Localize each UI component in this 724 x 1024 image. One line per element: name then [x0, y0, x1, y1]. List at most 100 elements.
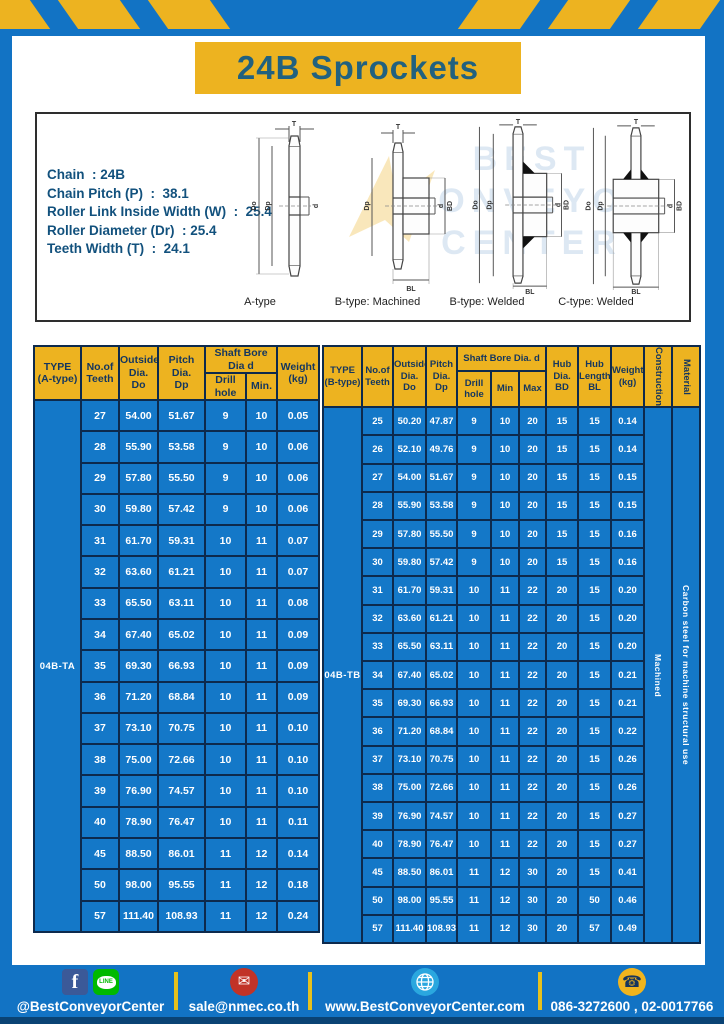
- table-cell: 45: [361, 857, 394, 888]
- col-header-hub-dia: Hub Dia. BD: [545, 344, 580, 409]
- col-header-pitch-dia: Pitch Dia. Dp: [157, 345, 206, 401]
- table-cell: 63.11: [425, 631, 458, 662]
- col-header-weight: Weight (kg): [610, 344, 646, 409]
- diagram-b-type-welded: T Do Dp d BD BL: [472, 119, 569, 294]
- dim-label-dp: Dp: [597, 201, 604, 210]
- table-cell: 10: [490, 490, 520, 521]
- table-cell: 10: [245, 430, 278, 464]
- table-cell: 40: [80, 805, 120, 839]
- table-cell: 74.57: [157, 774, 206, 808]
- table-cell: 71.20: [118, 680, 159, 714]
- table-cell: 22: [517, 716, 548, 747]
- table-cell: 10: [204, 586, 247, 620]
- table-row: 31 61.70 59.31 10 11 22 20 15 0.20: [323, 575, 700, 606]
- table-row: 29 57.80 55.50 9 10 20 15 15 0.16: [323, 518, 700, 550]
- table-cell: 0.14: [276, 836, 320, 871]
- table-cell: 68.84: [425, 716, 458, 747]
- table-cell: 10: [204, 680, 247, 714]
- table-cell: 45: [80, 836, 120, 871]
- table-cell: 0.10: [276, 743, 320, 777]
- table-cell: 15: [577, 462, 613, 493]
- col-header-min: Min: [490, 369, 520, 409]
- decorative-stripe: [457, 0, 541, 29]
- table-cell: 59.31: [157, 524, 206, 558]
- table-cell: 9: [204, 492, 247, 527]
- table-cell: 34: [361, 659, 394, 691]
- table-cell: 11: [245, 774, 278, 808]
- table-cell: 111.40: [392, 913, 427, 945]
- table-cell: 12: [490, 857, 520, 888]
- table-cell: 66.93: [425, 688, 458, 719]
- table-row: 38 75.00 72.66 10 11 0.10: [34, 743, 320, 777]
- table-cell: 12: [245, 836, 278, 871]
- table-cell: 10: [490, 462, 520, 493]
- table-row: 40 78.90 76.47 10 11 0.11: [34, 805, 320, 839]
- table-row: 33 65.50 63.11 10 11 22 20 15 0.20: [323, 631, 700, 662]
- table-cell: 0.07: [276, 555, 320, 589]
- footer-email-section: ✉ sale@nmec.co.th: [182, 967, 306, 1017]
- table-cell: 15: [577, 631, 613, 662]
- spec-list: Chain : 24B Chain Pitch (P) : 38.1 Rolle…: [47, 166, 272, 259]
- table-cell: 9: [456, 490, 492, 521]
- table-cell: 20: [517, 518, 548, 550]
- table-cell: 28: [80, 430, 120, 464]
- table-cell: 0.20: [610, 603, 646, 634]
- table-cell: 0.27: [610, 800, 646, 832]
- facebook-icon: f: [62, 969, 88, 995]
- table-cell: 10: [456, 829, 492, 860]
- table-cell: 20: [517, 406, 548, 437]
- dim-label-bl: BL: [406, 286, 416, 293]
- table-cell: 50: [577, 885, 613, 916]
- table-cell: 10: [456, 772, 492, 803]
- table-cell: 0.09: [276, 649, 320, 683]
- table-cell: 22: [517, 603, 548, 634]
- table-cell: 47.87: [425, 406, 458, 437]
- table-row: 57 111.40 108.93 11 12 0.24: [34, 899, 320, 933]
- dim-label-bl: BL: [631, 289, 640, 294]
- table-cell: 9: [456, 406, 492, 437]
- table-row: 34 67.40 65.02 10 11 0.09: [34, 617, 320, 652]
- table-cell: 78.90: [392, 829, 427, 860]
- dim-label-dp: Dp: [265, 201, 272, 210]
- table-cell: 15: [545, 462, 580, 493]
- table-cell: 0.21: [610, 688, 646, 719]
- table-cell: 0.05: [276, 398, 320, 433]
- table-cell: 11: [245, 617, 278, 652]
- table-cell: 27: [361, 462, 394, 493]
- table-row: 27 54.00 51.67 9 10 20 15 15 0.15: [323, 462, 700, 493]
- table-cell: 0.14: [610, 406, 646, 437]
- table-cell: 20: [545, 716, 580, 747]
- dim-label-dp: Dp: [364, 201, 371, 210]
- table-cell: 70.75: [157, 711, 206, 746]
- table-cell: 51.67: [157, 398, 206, 433]
- table-cell: 22: [517, 829, 548, 860]
- table-cell: 11: [245, 524, 278, 558]
- table-cell: 15: [577, 518, 613, 550]
- table-cell: 55.90: [118, 430, 159, 464]
- table-cell: 20: [545, 575, 580, 606]
- table-cell: 10: [456, 716, 492, 747]
- table-row: 35 69.30 66.93 10 11 0.09: [34, 649, 320, 683]
- contact-footer: f LINE @BestConveyorCenter ✉ sale@nmec.c…: [0, 965, 724, 1024]
- table-cell: 28: [361, 490, 394, 521]
- table-cell: 12: [490, 913, 520, 945]
- table-cell: 20: [517, 434, 548, 465]
- email-address: sale@nmec.co.th: [188, 999, 300, 1014]
- phone-icon: ☎: [618, 968, 646, 996]
- table-cell: 76.90: [118, 774, 159, 808]
- table-cell: 88.50: [118, 836, 159, 871]
- table-row: 40 78.90 76.47 10 11 22 20 15 0.27: [323, 829, 700, 860]
- table-cell: 36: [80, 680, 120, 714]
- type-value-cell: 04B-TB: [322, 406, 363, 945]
- table-cell: 22: [517, 772, 548, 803]
- spec-chain-pitch: Chain Pitch (P) : 38.1: [47, 185, 189, 201]
- table-row: 26 52.10 49.76 9 10 20 15 15 0.14: [323, 434, 700, 465]
- table-cell: 0.41: [610, 857, 646, 888]
- diagram-b-type-machined: T Dp d BD BL: [364, 124, 453, 293]
- table-row: 37 73.10 70.75 10 11 22 20 15 0.26: [323, 744, 700, 775]
- table-cell: 20: [545, 659, 580, 691]
- table-cell: 73.10: [392, 744, 427, 775]
- table-cell: 20: [545, 744, 580, 775]
- col-header-type: TYPE (A-type): [33, 345, 82, 401]
- decorative-stripe: [547, 0, 631, 29]
